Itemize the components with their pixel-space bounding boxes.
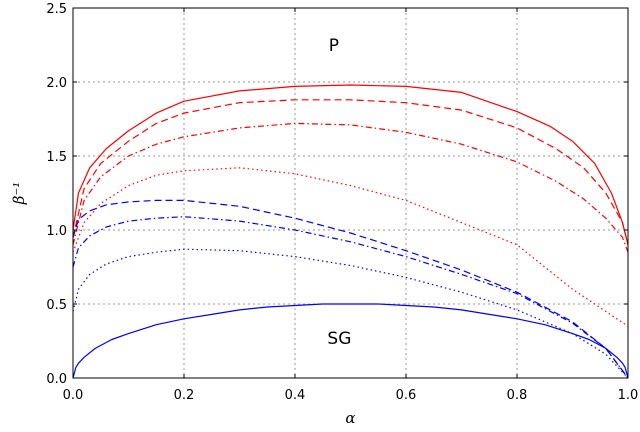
plot-frame: [72, 7, 629, 379]
series-line-5: [72, 216, 629, 379]
region-label: SG: [327, 329, 351, 349]
series-line-2: [72, 122, 629, 253]
x-tick-label: 0.4: [285, 388, 306, 403]
series-line-7: [72, 303, 629, 379]
series-line-1: [72, 99, 629, 245]
y-tick-label: 2.0: [46, 76, 67, 91]
x-tick-label: 0.6: [396, 388, 417, 403]
annotations: P SG: [327, 36, 351, 349]
series-group: [72, 84, 629, 379]
series-line-6: [72, 248, 629, 379]
x-tick-label: 0.8: [507, 388, 528, 403]
y-tick-label: 1.5: [46, 150, 67, 165]
grid: [73, 8, 628, 378]
x-tick-label: 1.0: [618, 388, 639, 403]
y-tick-label: 2.5: [46, 2, 67, 17]
x-axis-label: α: [345, 409, 355, 427]
ticks: 0.0 0.2 0.4 0.6 0.8 1.0 0.0 0.5 1.0 1.5 2.0 2.5: [46, 2, 638, 403]
y-tick-label: 1.0: [46, 224, 67, 239]
series-line-4: [72, 199, 629, 379]
y-tick-label: 0.0: [46, 372, 67, 387]
series-line-0: [72, 84, 629, 245]
y-axis-label: β⁻¹: [10, 182, 28, 206]
x-tick-label: 0.2: [174, 388, 195, 403]
series-line-3: [72, 167, 629, 327]
y-tick-label: 0.5: [46, 298, 67, 313]
x-tick-label: 0.0: [63, 388, 84, 403]
region-label: P: [329, 36, 339, 56]
